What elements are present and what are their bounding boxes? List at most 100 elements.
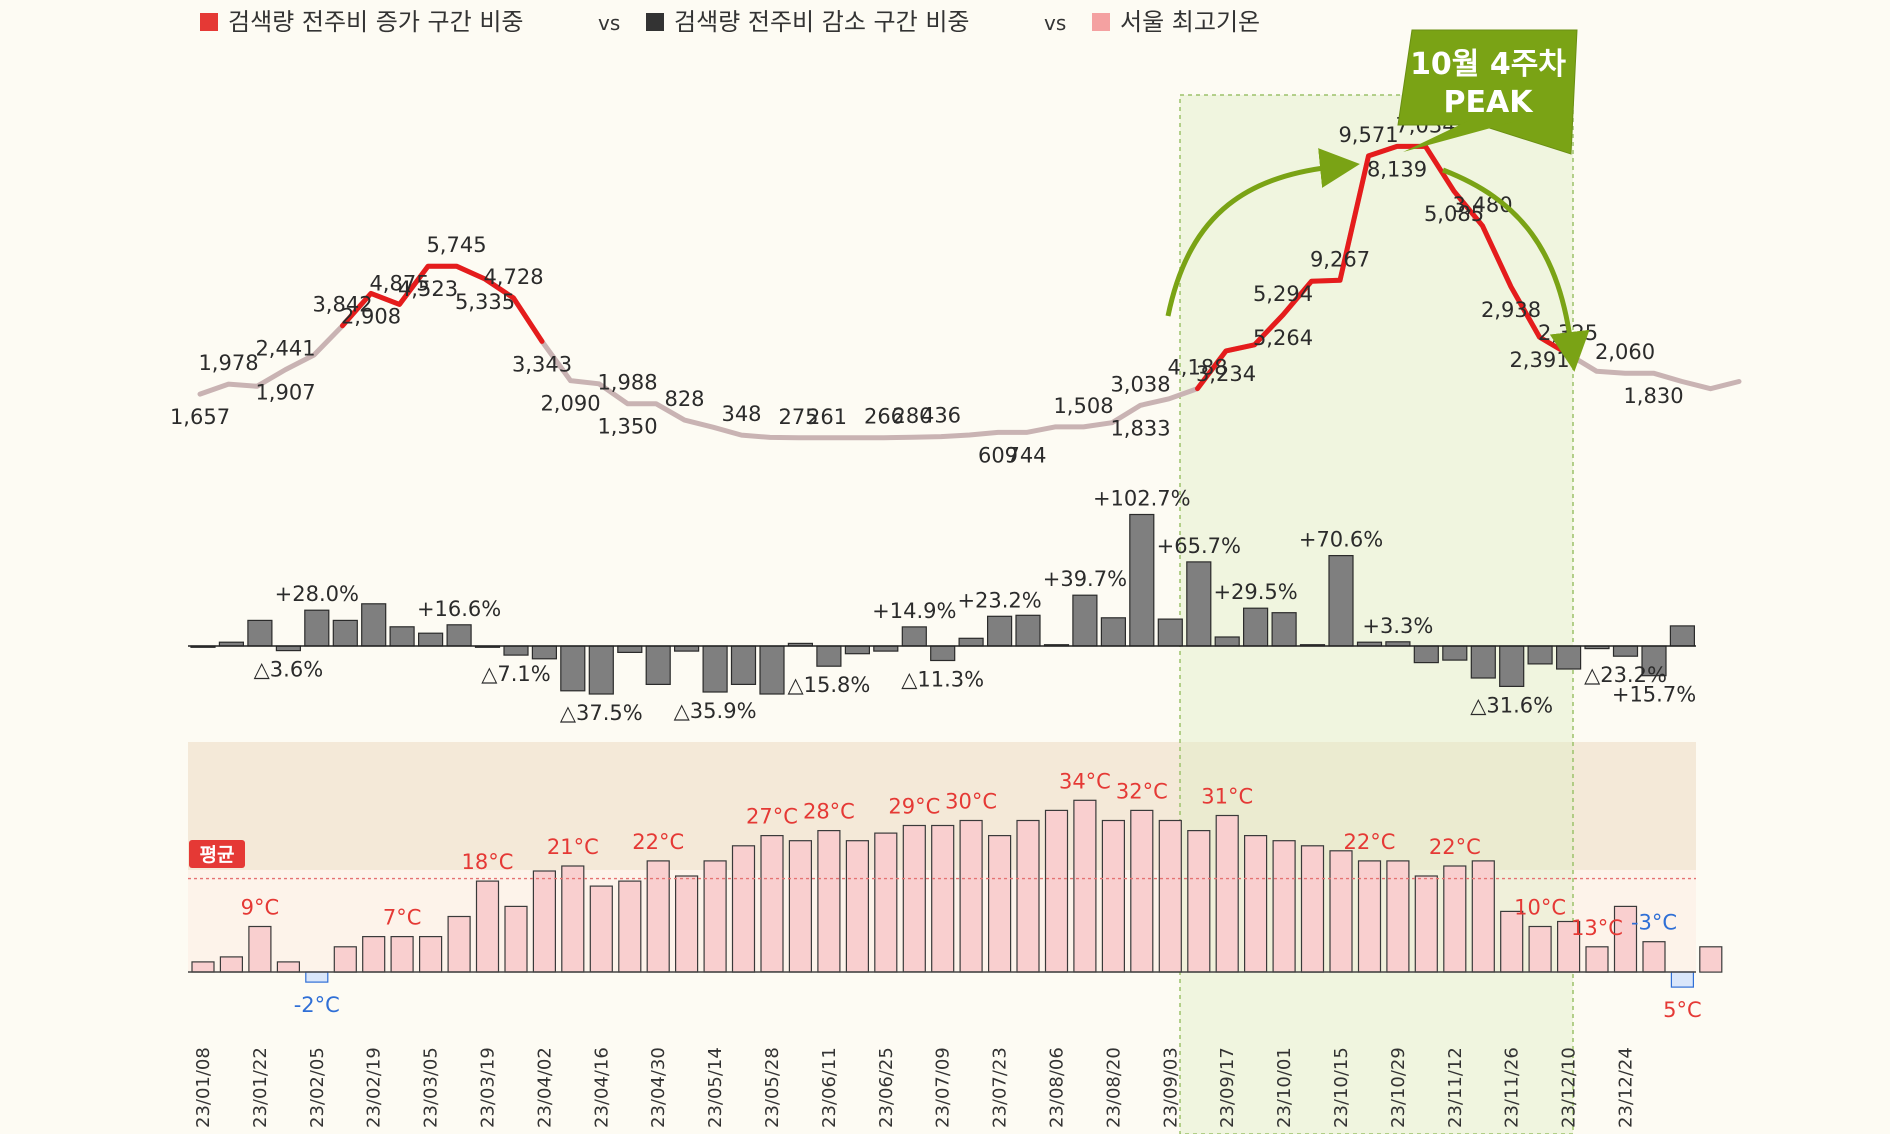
- change-rate-bar: [702, 645, 728, 693]
- temp-data-label: -2°C: [294, 993, 340, 1017]
- search-volume-label: 5,085: [1424, 202, 1484, 226]
- temp-bar: [646, 860, 670, 973]
- legend-label-temp: 서울 최고기온: [1120, 8, 1260, 36]
- search-volume-label: 4,523: [398, 277, 458, 301]
- legend-vs-1: vs: [598, 11, 620, 35]
- x-tick-label: 23/01/22: [250, 1047, 271, 1128]
- change-rate-bar: [588, 645, 614, 695]
- temp-bar: [1101, 819, 1126, 973]
- temp-bar: [618, 880, 642, 973]
- temp-data-label: 27°C: [746, 805, 798, 829]
- search-volume-label: 4,188: [1167, 356, 1227, 380]
- temp-data-label: 32°C: [1116, 779, 1168, 803]
- search-volume-label: 3,038: [1110, 372, 1170, 396]
- temp-data-label: 34°C: [1059, 769, 1111, 793]
- change-rate-bar: [446, 624, 472, 647]
- x-tick-label: 23/03/05: [421, 1047, 442, 1128]
- change-rate-label: △23.2%: [1584, 663, 1667, 687]
- search-volume-rise-segment: [1195, 143, 1571, 392]
- change-rate-bar: [1242, 607, 1269, 647]
- change-rate-bar: [1470, 645, 1496, 679]
- change-rate-bar: [986, 615, 1013, 647]
- change-rate-bar: [759, 645, 785, 695]
- temp-bar: [1272, 840, 1296, 973]
- temp-data-label: 18°C: [462, 850, 514, 874]
- search-volume-label: 3,234: [1196, 362, 1256, 386]
- search-volume-label: 1,350: [597, 415, 657, 439]
- change-rate-bar: [332, 619, 358, 647]
- change-rate-bar: [531, 645, 558, 660]
- x-tick-label: 23/09/03: [1160, 1047, 1181, 1128]
- temp-bar: [589, 885, 613, 973]
- temp-bar: [760, 834, 784, 973]
- temp-bar: [561, 865, 585, 973]
- temp-bar: [419, 935, 443, 973]
- change-rate-bar: [1186, 561, 1212, 647]
- search-volume-label: 275: [778, 405, 818, 429]
- temp-bar: [1329, 850, 1353, 973]
- peak-callout-tail: [1403, 120, 1520, 152]
- temp-data-label: 22°C: [1429, 835, 1481, 859]
- temp-bar: [1642, 941, 1666, 973]
- change-rate-bar: [503, 645, 529, 656]
- peak-callout-line2: PEAK: [1444, 85, 1535, 120]
- change-rate-bar: [247, 619, 273, 647]
- search-volume-label: 5,294: [1253, 282, 1313, 306]
- search-volume-label: 3,842: [312, 293, 372, 317]
- temp-bar: [845, 840, 870, 973]
- x-tick-label: 23/09/17: [1217, 1047, 1238, 1128]
- change-rate-bar: [1015, 614, 1041, 647]
- change-rate-bar: [1129, 513, 1155, 647]
- x-tick-label: 23/04/30: [648, 1047, 669, 1128]
- search-volume-label: 2,090: [540, 392, 600, 416]
- x-tick-label: 23/08/20: [1103, 1047, 1124, 1128]
- temp-bar: [1443, 865, 1467, 973]
- search-volume-label: 1,830: [1623, 384, 1683, 408]
- temp-bar: [1414, 875, 1438, 973]
- search-volume-label: 828: [664, 387, 704, 411]
- x-tick-label: 23/04/02: [534, 1047, 555, 1128]
- search-volume-label: 744: [1006, 443, 1046, 467]
- average-badge: 평균: [189, 840, 245, 868]
- temp-data-label: 10°C: [1514, 896, 1566, 920]
- change-rate-label: △7.1%: [481, 662, 551, 686]
- temp-bar: [248, 925, 272, 973]
- temp-bar: [305, 971, 329, 983]
- peak-callout-line1: 10월 4주차: [1410, 47, 1566, 82]
- temperature-chart: 9°C -2°C 7°C 18°C 21°C 22°C 27°C 28°C 29°C 30°C 34…: [188, 769, 1723, 1022]
- change-rate-label: △35.9%: [674, 699, 757, 723]
- change-rate-bar: [1157, 618, 1183, 647]
- temp-data-label: -3°C: [1631, 911, 1677, 935]
- x-tick-label: 23/07/09: [933, 1047, 954, 1128]
- search-volume-label: 266: [864, 405, 904, 429]
- temp-data-label: 13°C: [1571, 916, 1623, 940]
- change-rate-bar: [958, 637, 984, 647]
- temp-bar: [959, 819, 983, 973]
- temp-bar: [276, 961, 300, 973]
- x-tick-label: 23/05/28: [762, 1047, 783, 1128]
- x-tick-label: 23/04/16: [591, 1047, 612, 1128]
- search-volume-label: 1,978: [198, 351, 258, 375]
- temp-bar: [817, 829, 841, 973]
- temp-bar: [731, 845, 756, 973]
- change-rate-bar: [673, 645, 700, 652]
- temp-bar: [1670, 971, 1695, 988]
- temp-data-label: 29°C: [888, 795, 940, 819]
- change-rate-bar: [1555, 645, 1582, 670]
- x-tick-label: 23/11/26: [1502, 1047, 1523, 1128]
- change-rate-bar: [361, 603, 387, 647]
- x-tick-label: 23/12/24: [1616, 1047, 1637, 1128]
- change-rate-label: +65.7%: [1157, 534, 1241, 558]
- fall-arrow: [1442, 167, 1590, 372]
- change-rate-label: △37.5%: [560, 701, 643, 725]
- search-volume-label: 5,264: [1253, 326, 1313, 350]
- temp-bar: [788, 840, 813, 973]
- change-rate-bar: [873, 645, 899, 652]
- temp-bar: [219, 956, 243, 973]
- temp-bar: [1243, 834, 1268, 973]
- search-volume-label: 2,441: [255, 337, 315, 361]
- x-axis: 23/01/08 23/01/22 23/02/05 23/02/19 23/03/05…: [193, 1047, 1637, 1128]
- legend-vs-2: vs: [1044, 11, 1066, 35]
- rise-arrow: [1165, 148, 1360, 317]
- change-rate-bar: [844, 645, 871, 655]
